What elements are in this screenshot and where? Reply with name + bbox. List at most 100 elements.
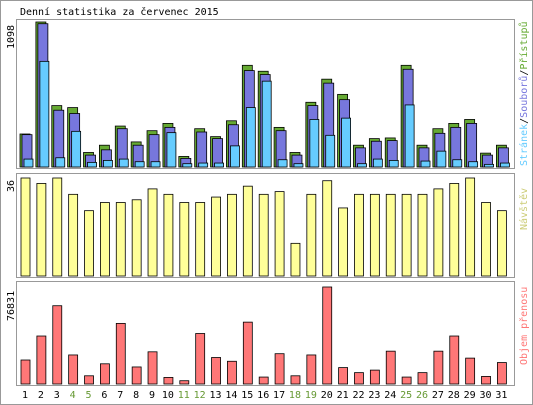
hits-bar-str-nek-day-8 [134,161,145,168]
volume-bar-objem-p-enosu-day-13 [211,357,221,385]
visits-bar-n-v-t-v-day-16 [258,193,269,277]
panel-visits-max-label: 36 [6,180,17,192]
hits-bar-str-nek-day-2 [39,60,50,168]
hits-bar-str-nek-day-9 [150,161,161,168]
volume-bar-objem-p-enosu-day-23 [369,369,380,385]
visits-bar-n-v-t-v-day-14 [227,193,237,277]
volume-bar-objem-p-enosu-day-27 [433,350,444,385]
volume-bar-objem-p-enosu-day-22 [354,372,364,385]
volume-bar-objem-p-enosu-day-19 [306,354,317,385]
hits-bar-str-nek-day-12 [198,162,209,168]
visits-bar-n-v-t-v-day-17 [274,191,285,277]
day-label-6: 6 [101,390,107,401]
day-label-15: 15 [241,390,253,401]
legend-pages: Stránek [518,124,530,166]
day-label-1: 1 [22,390,28,401]
panel-volume-legend: Objem přenosu [518,287,530,365]
volume-bar-objem-p-enosu-day-24 [385,350,396,385]
hits-bar-str-nek-day-5 [87,161,97,168]
visits-bar-n-v-t-v-day-22 [354,193,364,277]
visits-bar-n-v-t-v-day-8 [131,199,142,277]
panel-volume: 76831 Objem přenosu [6,281,530,386]
day-label-2: 2 [38,390,44,401]
volume-bar-objem-p-enosu-day-11 [179,380,190,385]
visits-bar-n-v-t-v-day-21 [338,207,349,277]
hits-bar-str-nek-day-16 [261,80,272,168]
volume-bar-objem-p-enosu-day-10 [163,377,174,385]
panel-visits: 36 Návštěv [6,173,530,278]
visits-bar-n-v-t-v-day-23 [369,193,380,277]
panel-volume-max-label: 76831 [6,291,17,321]
visits-bar-n-v-t-v-day-29 [465,177,476,277]
day-label-28: 28 [448,390,460,401]
volume-bar-objem-p-enosu-day-5 [84,375,94,385]
day-label-21: 21 [337,390,349,401]
day-label-13: 13 [210,390,222,401]
legend-separator-2: / [519,70,530,76]
volume-bar-objem-p-enosu-day-18 [290,375,301,385]
visits-bar-n-v-t-v-day-26 [417,193,428,277]
visits-bar-n-v-t-v-day-31 [496,210,507,277]
volume-bar-objem-p-enosu-day-21 [338,367,349,385]
hits-bar-str-nek-day-26 [420,160,431,168]
volume-bar-objem-p-enosu-day-17 [274,353,285,385]
panel-hits-max-label: 1098 [6,25,17,49]
legend-separator-1: / [519,118,530,124]
visits-bar-n-v-t-v-day-9 [147,188,158,277]
hits-bar-str-nek-day-6 [103,159,113,168]
day-label-19: 19 [305,390,317,401]
x-axis-day-labels: 1 2 3 4 5 6 7 8 9 10 11 12 13 14 15 16 17 18 19 20 21 22 23 24 2… [22,390,507,401]
visits-bar-n-v-t-v-day-25 [401,193,412,277]
chart-title: Denní statistika za červenec 2015 [20,6,219,18]
visits-bar-n-v-t-v-day-15 [242,185,253,277]
volume-bar-objem-p-enosu-day-25 [401,376,412,385]
visits-bar-n-v-t-v-day-2 [36,183,47,277]
panel-visits-frame [16,173,515,278]
visits-bar-n-v-t-v-day-11 [179,202,190,277]
volume-bar-objem-p-enosu-day-3 [52,305,63,385]
day-label-7: 7 [117,390,123,401]
volume-bar-objem-p-enosu-day-28 [449,335,460,385]
visits-bar-n-v-t-v-day-27 [433,188,444,277]
visits-bar-n-v-t-v-day-13 [211,196,221,277]
hits-bar-str-nek-day-29 [468,161,479,168]
hits-bar-str-nek-day-13 [214,162,224,168]
panel-hits-bars [19,21,510,168]
hits-bar-soubor--day-29 [466,123,478,168]
hits-bar-str-nek-day-20 [325,134,336,168]
visits-bar-n-v-t-v-day-5 [84,210,94,277]
hits-bar-str-nek-day-4 [71,130,82,168]
volume-bar-objem-p-enosu-day-31 [496,362,507,385]
visits-bar-n-v-t-v-day-28 [449,183,460,277]
visits-bar-n-v-t-v-day-10 [163,193,174,277]
hits-bar-str-nek-day-27 [436,150,447,168]
volume-bar-objem-p-enosu-day-26 [417,372,428,385]
volume-bar-objem-p-enosu-day-2 [36,335,47,385]
hits-bar-str-nek-day-28 [452,159,463,168]
visits-bar-n-v-t-v-day-12 [195,202,206,277]
visits-bar-n-v-t-v-day-6 [100,202,110,277]
day-label-18: 18 [289,390,301,401]
hits-bar-str-nek-day-18 [293,163,304,168]
legend-files: Souborů [518,76,530,118]
panel-volume-frame [16,281,515,386]
visits-bar-n-v-t-v-day-4 [68,193,79,277]
volume-bar-objem-p-enosu-day-12 [195,333,206,385]
day-label-25: 25 [400,390,412,401]
day-label-24: 24 [384,390,396,401]
day-label-5: 5 [86,390,92,401]
panel-visits-bars [20,177,507,277]
day-label-31: 31 [495,390,507,401]
hits-bar-str-nek-day-11 [182,163,193,168]
hits-bar-str-nek-day-25 [404,104,415,168]
hits-bar-str-nek-day-17 [277,159,288,168]
day-label-10: 10 [162,390,174,401]
hits-bar-soubor--day-12 [196,131,208,168]
panel-hits: 1098 Stránek/Souborů/Přístupů [6,19,530,169]
volume-bar-objem-p-enosu-day-9 [147,351,158,385]
visits-bar-n-v-t-v-day-7 [115,202,126,277]
day-label-23: 23 [368,390,380,401]
day-label-8: 8 [133,390,139,401]
hits-bar-str-nek-day-23 [372,158,383,168]
